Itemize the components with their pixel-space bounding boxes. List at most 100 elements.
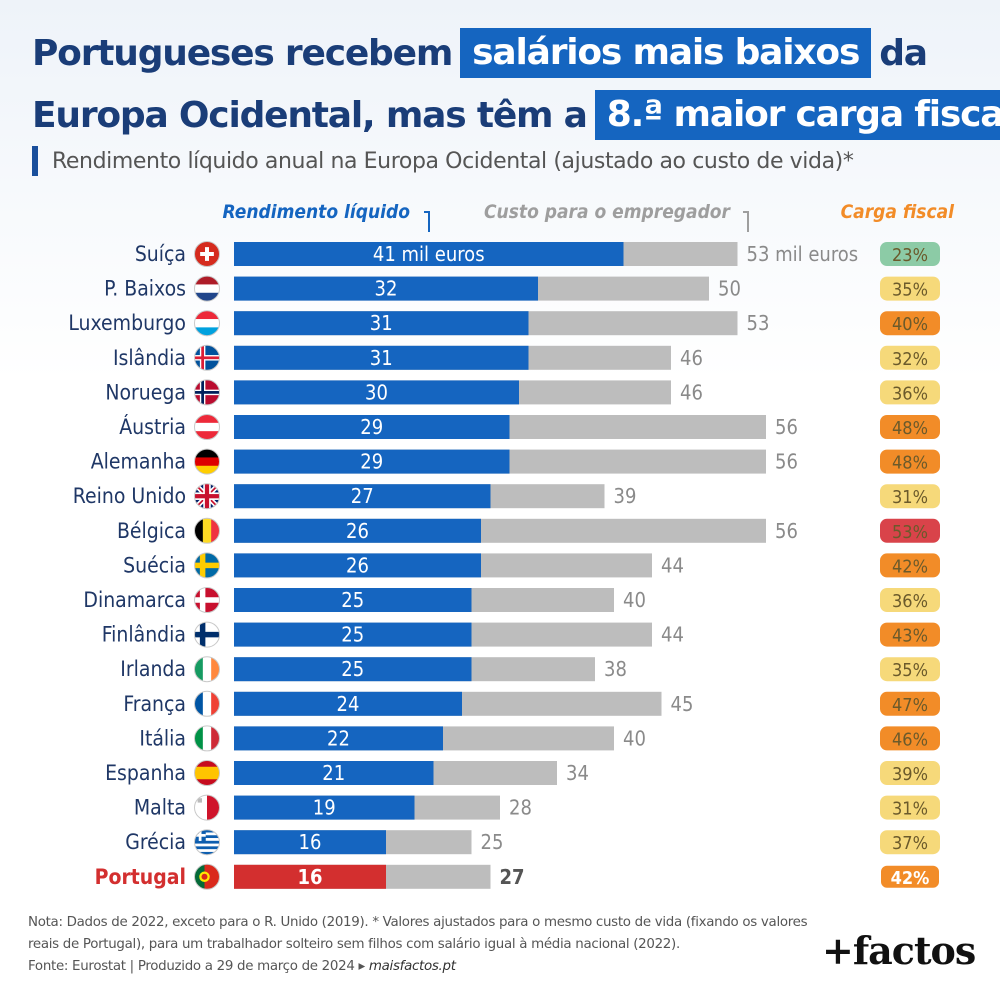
- net-bar: [234, 553, 481, 578]
- cost-value-label: 53: [747, 311, 770, 335]
- cost-value-label: 40: [623, 726, 646, 750]
- cost-value-label: 28: [509, 796, 532, 820]
- flag-icon-se: [194, 552, 220, 579]
- flag-icon-dk: [194, 587, 220, 613]
- country-label: Luxemburgo: [68, 311, 186, 335]
- tax-badge: [880, 691, 940, 716]
- tax-badge: [880, 345, 940, 370]
- net-value-label: 26: [346, 553, 369, 577]
- country-label: Noruega: [105, 380, 186, 404]
- country-label: Espanha: [105, 761, 186, 785]
- cost-value-label: 56: [775, 450, 798, 474]
- cost-value-label: 38: [604, 657, 627, 681]
- net-value-label: 41 mil euros: [373, 242, 485, 266]
- net-value-label: 19: [313, 796, 336, 820]
- footer-note-text: Nota: Dados de 2022, exceto para o R. Un…: [28, 915, 808, 952]
- brand-logo: +factos: [822, 928, 976, 973]
- net-bar: [234, 795, 415, 820]
- net-bar: [234, 242, 624, 266]
- tax-badge: [880, 588, 940, 612]
- tax-badge: [880, 761, 940, 785]
- tax-value-label: 31%: [892, 487, 928, 508]
- cost-value-label: 53 mil euros: [747, 242, 859, 266]
- cost-value-label: 45: [671, 692, 694, 716]
- tax-value-label: 42%: [892, 556, 928, 577]
- title-line1-post: da: [879, 32, 928, 74]
- tax-badge: [880, 311, 940, 336]
- net-value-label: 29: [360, 415, 383, 439]
- country-label: Malta: [134, 796, 186, 820]
- net-bar: [234, 761, 434, 785]
- cost-value-label: 56: [775, 415, 798, 439]
- net-bar: [234, 864, 386, 889]
- tax-badge: [879, 863, 941, 890]
- tax-badge: [880, 380, 940, 405]
- net-value-label: 25: [341, 588, 364, 612]
- tax-value-label: 43%: [892, 626, 928, 647]
- title-highlight-tax: 8.ª maior carga fiscal: [594, 90, 1000, 140]
- flag-icon-lu: [194, 310, 220, 337]
- title-highlight-salaries: salários mais baixos: [460, 28, 872, 78]
- country-label: Reino Unido: [73, 484, 186, 508]
- flag-icon-de: [194, 448, 220, 475]
- net-bar: [234, 691, 462, 716]
- tax-value-label: 37%: [892, 833, 928, 854]
- country-label: Suíça: [135, 242, 186, 266]
- net-bar: [234, 726, 443, 751]
- subtitle-accent-bar: [32, 146, 38, 176]
- country-label: P. Baixos: [104, 277, 186, 301]
- net-bar: [234, 345, 529, 370]
- country-label: Suécia: [123, 553, 186, 577]
- title-line2-pre: Europa Ocidental, mas têm a: [32, 94, 588, 136]
- flag-icon-no: [194, 379, 220, 406]
- cost-value-label: 44: [661, 553, 684, 577]
- net-value-label: 32: [375, 277, 398, 301]
- legend-cost: Custo para o empregador: [484, 201, 732, 223]
- net-value-label: 25: [341, 623, 364, 647]
- flag-icon-ch: [194, 241, 220, 267]
- net-bar: [234, 830, 386, 855]
- net-bar: [234, 380, 519, 405]
- country-label: Bélgica: [117, 519, 186, 543]
- country-label: Áustria: [119, 414, 186, 439]
- net-value-label: 30: [365, 380, 388, 404]
- flag-icon-ie: [194, 656, 220, 683]
- chart-title: Portugueses recebem salários mais baixos…: [32, 22, 1000, 146]
- tax-badge: [880, 276, 940, 301]
- cost-value-label: 39: [614, 484, 637, 508]
- net-value-label: 31: [370, 346, 393, 370]
- tax-badge: [880, 795, 940, 820]
- flag-icon-fr: [194, 690, 220, 717]
- net-value-label: 26: [346, 519, 369, 543]
- flag-icon-es: [194, 760, 220, 786]
- net-bar: [234, 657, 472, 682]
- cost-value-label: 25: [481, 830, 504, 854]
- net-value-label: 25: [341, 657, 364, 681]
- cost-value-label: 46: [680, 346, 703, 370]
- country-label: Finlândia: [102, 623, 186, 647]
- cost-value-label: 44: [661, 623, 684, 647]
- flag-icon-is: [194, 344, 220, 371]
- flag-icon-fi: [194, 621, 220, 648]
- net-value-label: 31: [370, 311, 393, 335]
- net-bar: [234, 518, 481, 543]
- net-bar: [234, 588, 472, 612]
- flag-icon-it: [194, 725, 220, 752]
- flag-icon-gb: [194, 483, 220, 510]
- tax-badge: [880, 415, 940, 439]
- footer-site-link[interactable]: maisfactos.pt: [368, 959, 456, 974]
- net-value-label: 16: [299, 830, 322, 854]
- net-value-label: 29: [360, 450, 383, 474]
- legend-net: Rendimento líquido: [223, 201, 411, 223]
- tax-value-label: 42%: [891, 868, 930, 889]
- tax-badge: [880, 830, 940, 855]
- tax-badge: [880, 518, 940, 543]
- flag-icon-mt: [194, 794, 220, 821]
- net-bar: [234, 311, 529, 336]
- tax-badge: [880, 726, 940, 751]
- cost-value-label: 46: [680, 380, 703, 404]
- country-label: Dinamarca: [83, 588, 186, 612]
- net-bar: [234, 622, 472, 647]
- tax-value-label: 46%: [892, 729, 928, 750]
